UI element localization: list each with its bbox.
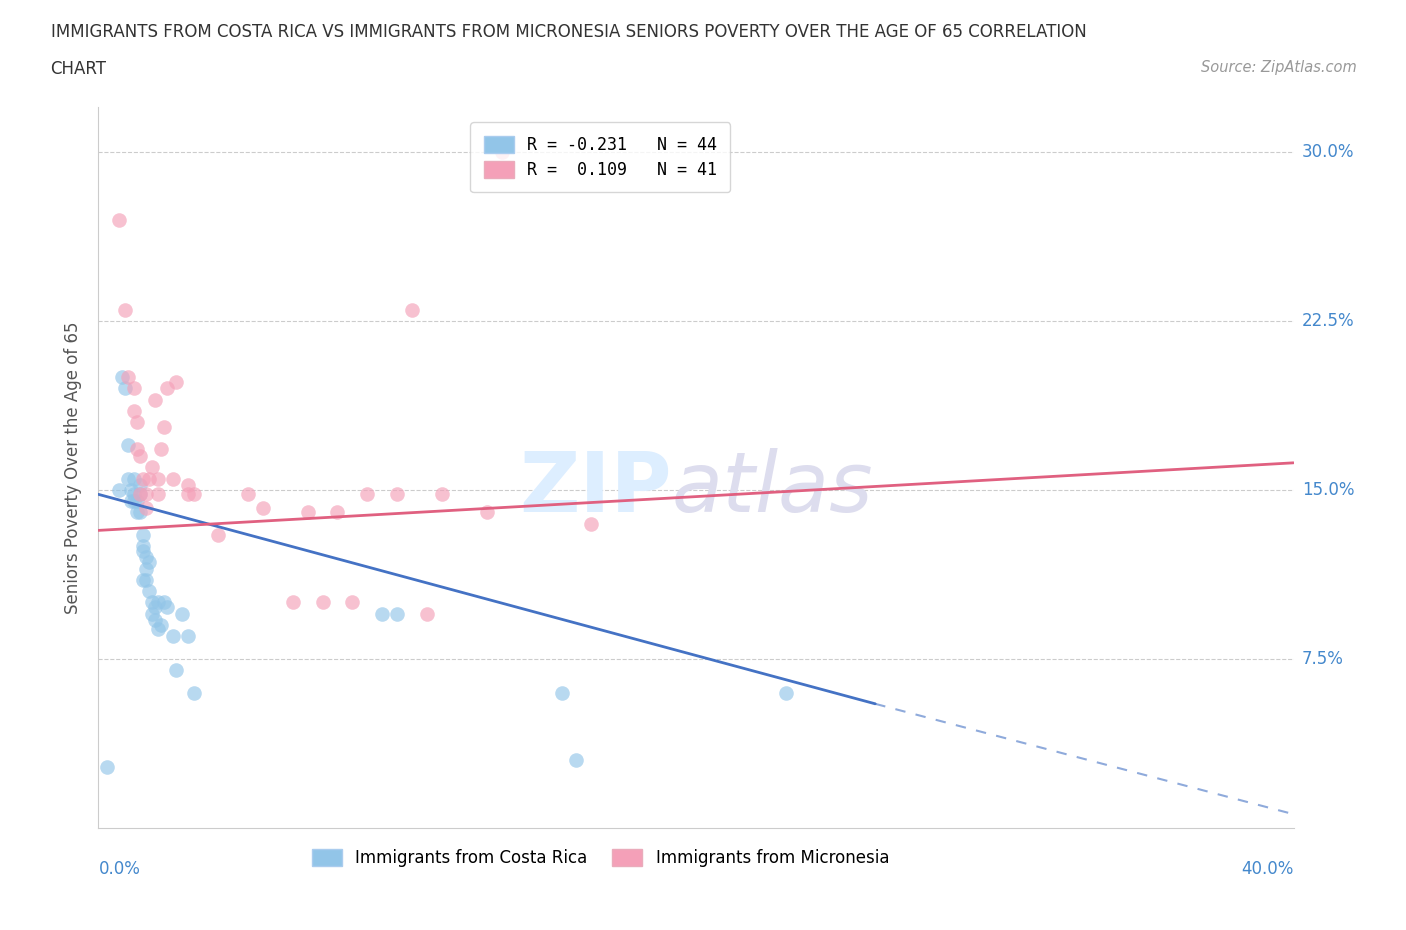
- Point: [108, 483, 131, 498]
- Point: [138, 472, 160, 486]
- Text: IMMIGRANTS FROM COSTA RICA VS IMMIGRANTS FROM MICRONESIA SENIORS POVERTY OVER TH: IMMIGRANTS FROM COSTA RICA VS IMMIGRANTS…: [51, 23, 1087, 41]
- Point: [127, 442, 149, 457]
- Point: [183, 487, 205, 502]
- Point: [129, 487, 152, 502]
- Point: [143, 600, 166, 615]
- Point: [117, 472, 139, 486]
- Point: [162, 629, 184, 644]
- Text: 22.5%: 22.5%: [1302, 312, 1354, 330]
- Point: [165, 374, 187, 389]
- Point: [581, 516, 603, 531]
- Text: Source: ZipAtlas.com: Source: ZipAtlas.com: [1201, 60, 1357, 75]
- Point: [177, 629, 200, 644]
- Point: [236, 487, 259, 502]
- Point: [124, 381, 146, 396]
- Point: [135, 487, 157, 502]
- Point: [311, 595, 333, 610]
- Point: [117, 437, 139, 452]
- Point: [124, 487, 146, 502]
- Point: [141, 606, 163, 621]
- Point: [416, 606, 439, 621]
- Point: [565, 752, 588, 767]
- Text: CHART: CHART: [51, 60, 107, 78]
- Point: [177, 487, 200, 502]
- Point: [124, 404, 146, 418]
- Point: [129, 505, 152, 520]
- Point: [356, 487, 378, 502]
- Point: [153, 419, 176, 434]
- Point: [138, 554, 160, 569]
- Point: [172, 606, 194, 621]
- Point: [342, 595, 364, 610]
- Point: [371, 606, 394, 621]
- Point: [148, 622, 170, 637]
- Point: [162, 472, 184, 486]
- Point: [127, 415, 149, 430]
- Point: [143, 613, 166, 628]
- Point: [430, 487, 453, 502]
- Point: [150, 618, 173, 632]
- Point: [117, 370, 139, 385]
- Point: [141, 595, 163, 610]
- Point: [127, 505, 149, 520]
- Text: 40.0%: 40.0%: [1241, 860, 1294, 878]
- Point: [150, 442, 173, 457]
- Point: [153, 595, 176, 610]
- Point: [385, 487, 409, 502]
- Point: [252, 500, 274, 515]
- Point: [491, 144, 513, 159]
- Text: atlas: atlas: [672, 448, 873, 529]
- Point: [177, 478, 200, 493]
- Point: [207, 527, 229, 542]
- Point: [132, 543, 155, 558]
- Text: 30.0%: 30.0%: [1302, 143, 1354, 161]
- Text: ZIP: ZIP: [520, 448, 672, 529]
- Point: [132, 472, 155, 486]
- Point: [135, 561, 157, 576]
- Point: [135, 500, 157, 515]
- Point: [129, 478, 152, 493]
- Point: [401, 302, 423, 317]
- Point: [135, 573, 157, 588]
- Point: [385, 606, 409, 621]
- Point: [135, 550, 157, 565]
- Point: [156, 600, 179, 615]
- Point: [132, 527, 155, 542]
- Point: [129, 487, 152, 502]
- Point: [120, 494, 142, 509]
- Text: 15.0%: 15.0%: [1302, 481, 1354, 498]
- Point: [281, 595, 304, 610]
- Point: [114, 302, 136, 317]
- Text: 0.0%: 0.0%: [98, 860, 141, 878]
- Point: [138, 584, 160, 599]
- Point: [297, 505, 319, 520]
- Point: [183, 685, 205, 700]
- Point: [129, 448, 152, 463]
- Point: [111, 370, 134, 385]
- Point: [148, 487, 170, 502]
- Point: [775, 685, 797, 700]
- Point: [148, 595, 170, 610]
- Point: [550, 685, 572, 700]
- Point: [326, 505, 349, 520]
- Point: [120, 483, 142, 498]
- Point: [148, 472, 170, 486]
- Point: [132, 538, 155, 553]
- Y-axis label: Seniors Poverty Over the Age of 65: Seniors Poverty Over the Age of 65: [65, 321, 83, 614]
- Point: [108, 212, 131, 227]
- Point: [96, 760, 118, 775]
- Point: [124, 494, 146, 509]
- Point: [132, 573, 155, 588]
- Text: 7.5%: 7.5%: [1302, 650, 1344, 668]
- Point: [127, 494, 149, 509]
- Point: [143, 392, 166, 407]
- Point: [156, 381, 179, 396]
- Legend: Immigrants from Costa Rica, Immigrants from Micronesia: Immigrants from Costa Rica, Immigrants f…: [305, 842, 896, 873]
- Point: [141, 460, 163, 474]
- Point: [165, 662, 187, 677]
- Point: [475, 505, 498, 520]
- Point: [114, 381, 136, 396]
- Point: [124, 472, 146, 486]
